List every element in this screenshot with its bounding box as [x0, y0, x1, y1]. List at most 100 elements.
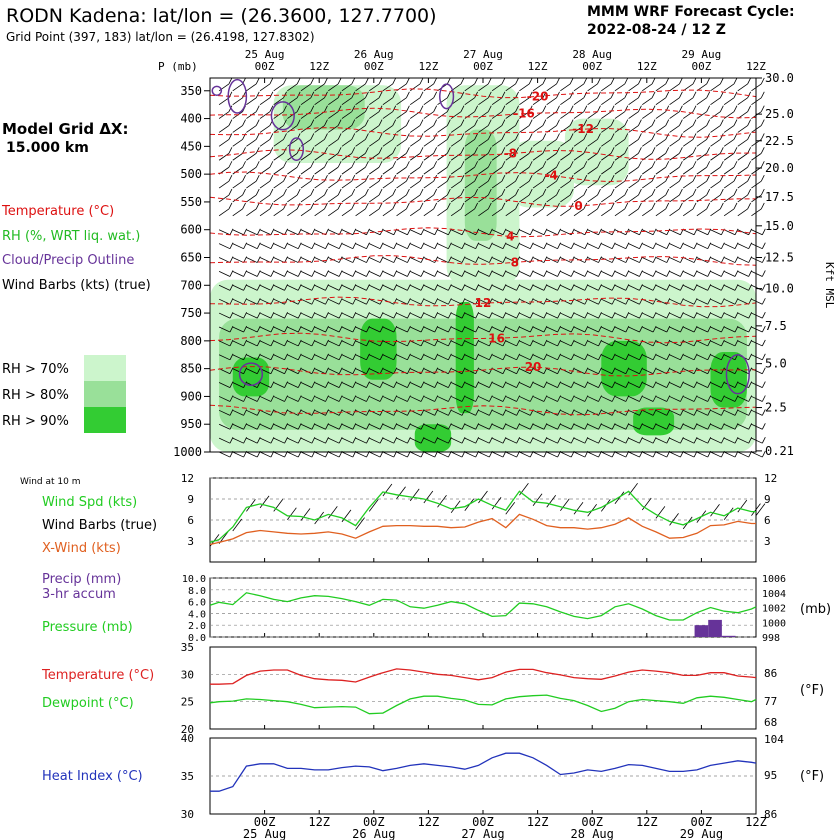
- temp-tick-left: 20: [181, 723, 194, 736]
- wind-barb-flag: [243, 395, 247, 402]
- wind-barb-flag: [243, 353, 247, 360]
- wind-barb: [601, 257, 613, 263]
- wind-barb-flag: [448, 436, 452, 444]
- wind-barb: [669, 97, 680, 106]
- rh-region: [282, 85, 365, 130]
- wind-barb: [218, 243, 231, 250]
- wind-barb-flag: [583, 161, 588, 168]
- wind-barb-flag: [284, 311, 288, 319]
- wind-barb-flag: [337, 133, 342, 140]
- wind-barb: [532, 229, 545, 236]
- wind-barb-flag: [433, 202, 438, 210]
- wind-barb-flag: [516, 423, 520, 430]
- wind-barb: [723, 153, 735, 161]
- wind-barb-flag: [680, 381, 684, 388]
- wind-barb-flag: [556, 174, 560, 182]
- wind-barb-flag: [707, 325, 712, 333]
- wind-barb-flag: [543, 311, 548, 319]
- wind-barb: [642, 382, 654, 388]
- wind-barb: [587, 180, 598, 189]
- wind-barb-flag: [516, 284, 520, 291]
- wind-barb-flag: [692, 202, 697, 210]
- wind-barb-flag: [543, 367, 548, 374]
- wind-barb: [341, 326, 353, 333]
- wind-barb: [546, 396, 558, 402]
- wind-barb-flag: [392, 202, 397, 210]
- wind-barb-flag: [460, 133, 465, 140]
- wind-barb: [355, 326, 367, 333]
- pressure-tick-right: 1004: [762, 589, 786, 600]
- wind-barb-flag: [543, 436, 548, 444]
- wind-barb-flag: [311, 256, 316, 263]
- wind-barb: [218, 423, 231, 430]
- wind-barb-flag: [651, 133, 656, 140]
- wind-barb-flag: [543, 242, 548, 249]
- wind-barb: [601, 125, 612, 133]
- wind-barb: [437, 340, 449, 347]
- wind-barb-flag: [393, 256, 398, 263]
- wind-barb: [355, 437, 367, 444]
- wind-barb-flag: [434, 395, 439, 402]
- wind-barb: [341, 451, 353, 458]
- wind-barb: [710, 111, 721, 119]
- wind-barb-flag: [598, 256, 602, 263]
- wind-barb-flag: [598, 270, 602, 277]
- height-tick-label: 17.5: [765, 190, 794, 204]
- wind-barb-flag: [651, 161, 656, 168]
- wind-barb: [341, 354, 353, 361]
- wind-barb: [450, 257, 463, 263]
- wind-barb-flag: [487, 119, 492, 126]
- wind-barb-flag: [760, 119, 765, 126]
- wind-barb: [532, 166, 544, 175]
- wind-barb: [341, 396, 353, 402]
- model-grid-value: 15.000 km: [6, 140, 89, 156]
- wind-barb: [246, 312, 258, 319]
- wind-barb: [355, 396, 367, 402]
- wind-barb-flag: [270, 353, 275, 360]
- wind-barb: [314, 326, 326, 333]
- wind-barb: [519, 409, 531, 416]
- wind-barb-flag: [611, 325, 616, 333]
- wind-barb-flag: [761, 395, 766, 402]
- wind-barb: [232, 340, 244, 347]
- variable-legend: Temperature (°C)RH (%, WRT liq. wat.)Clo…: [1, 204, 151, 293]
- wind-barb: [232, 354, 244, 361]
- wind-barb: [369, 166, 380, 175]
- temperature-contour: [209, 149, 757, 160]
- wind-barb-flag: [270, 298, 275, 305]
- wind-barb: [341, 368, 353, 375]
- wind-barb: [273, 354, 285, 361]
- wind-barb: [573, 437, 586, 444]
- pressure-tick-label: 700: [180, 278, 202, 292]
- wind-barb-flag: [760, 202, 765, 210]
- wind-barb-flag: [325, 270, 329, 277]
- wind-barb-flag: [692, 188, 697, 196]
- wind-barb-flag: [706, 105, 711, 112]
- wind-barb-flag: [269, 105, 274, 112]
- wind-barb-flag: [434, 353, 439, 360]
- wind-barb-flag: [680, 284, 684, 291]
- wind-barb: [273, 312, 285, 319]
- wind-barb-flag: [392, 161, 397, 168]
- wind-barb: [642, 139, 653, 147]
- wind-barb: [560, 166, 571, 175]
- wind-barb: [246, 243, 258, 250]
- wind-barb: [532, 409, 545, 416]
- pressure-tick-label: 450: [180, 139, 202, 153]
- wind-barb: [532, 180, 544, 189]
- wind-barb-flag: [270, 284, 275, 291]
- wind-barb-flag: [679, 202, 683, 210]
- wind-barb-flag: [692, 147, 697, 154]
- wind-barb: [437, 194, 448, 203]
- wind-barb: [355, 409, 367, 416]
- wind-barb-flag: [474, 147, 478, 154]
- wind-barb: [491, 257, 504, 263]
- wind-barb-flag: [625, 436, 630, 444]
- wind-barb: [751, 396, 763, 402]
- wind-barb: [628, 354, 640, 361]
- wind-barb-flag: [283, 133, 287, 140]
- wind-barb-flag: [721, 409, 725, 416]
- wind-barb-flag: [543, 256, 548, 263]
- wind-barb: [655, 257, 667, 263]
- wind-barb: [737, 166, 748, 175]
